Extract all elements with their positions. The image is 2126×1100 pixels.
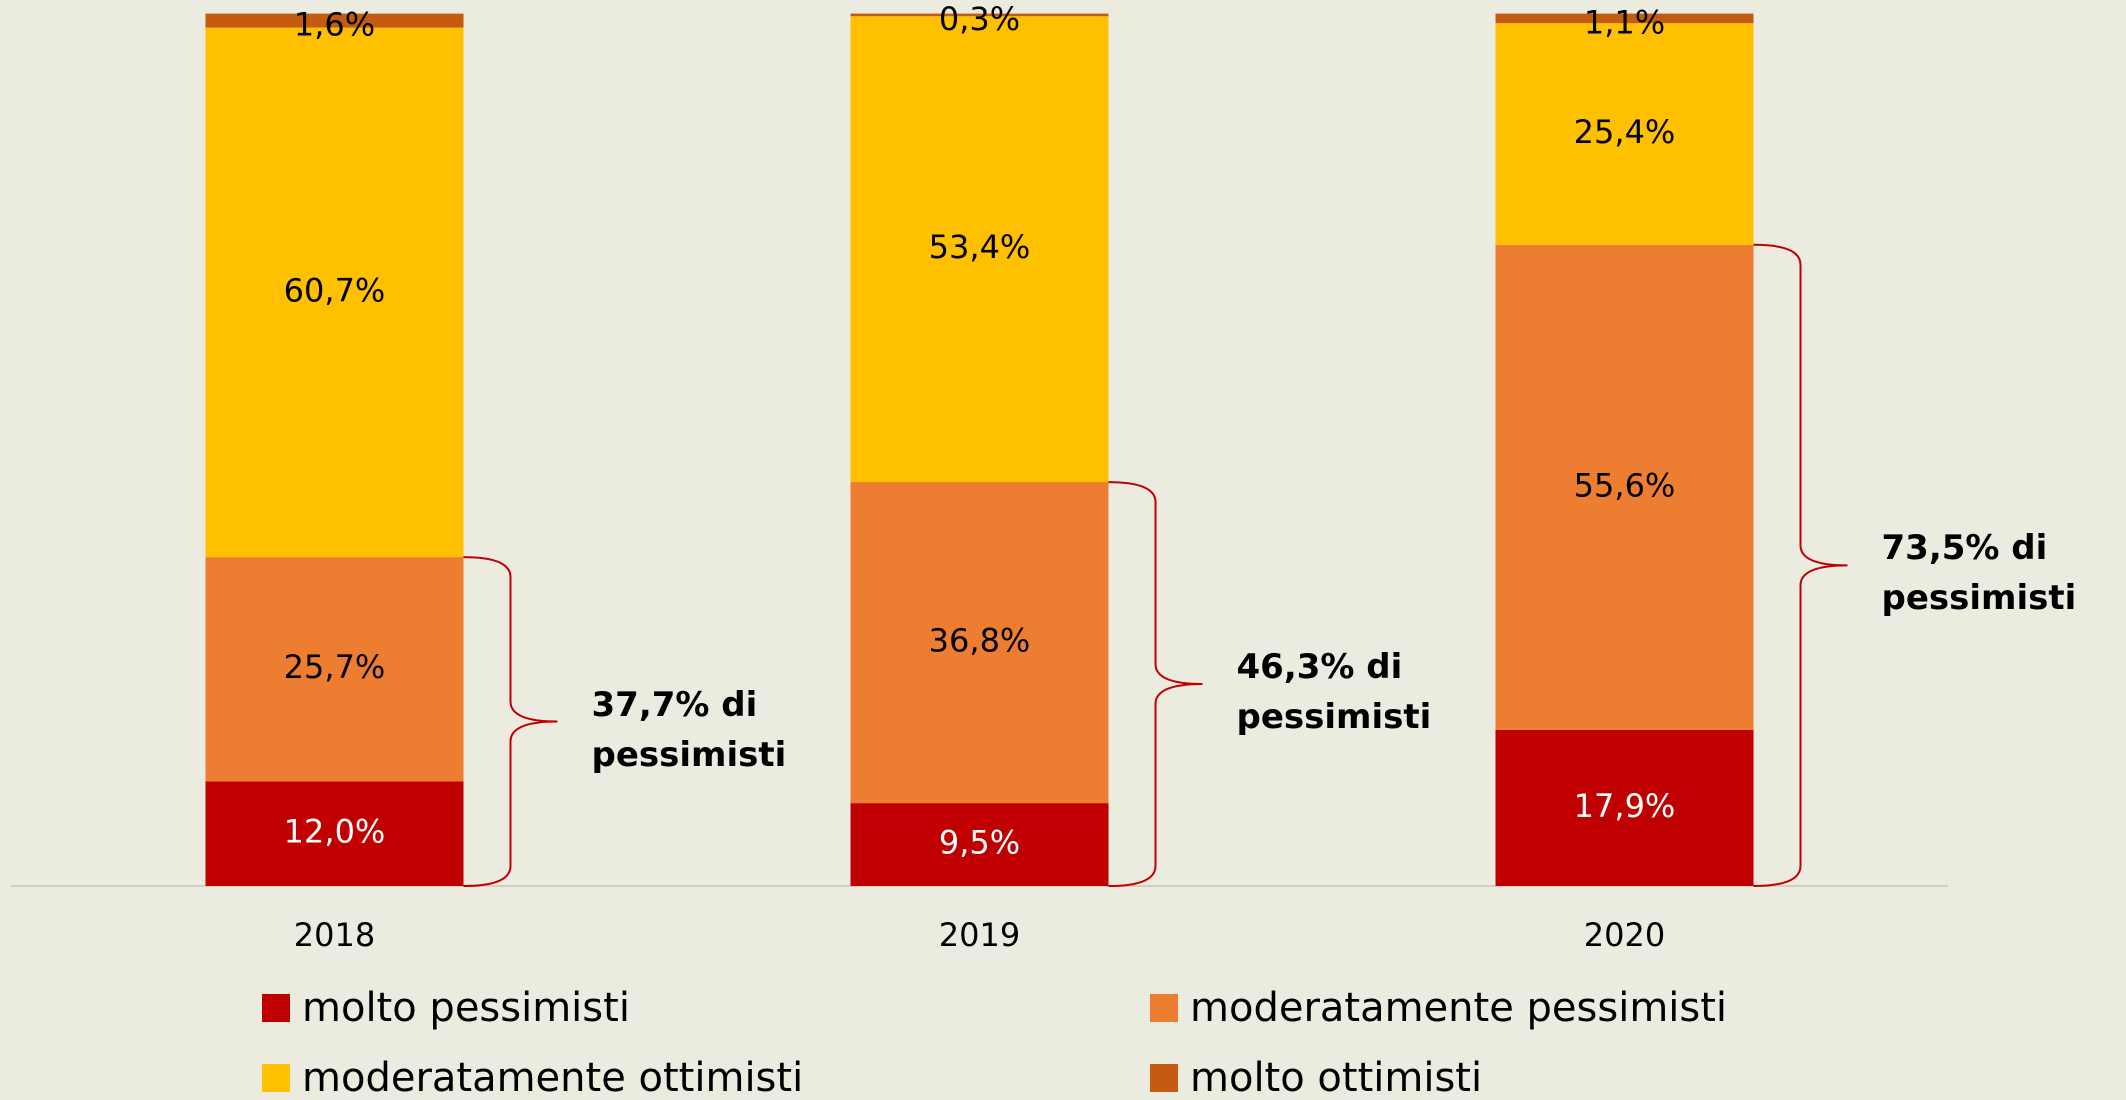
bar-segment (850, 16, 1109, 483)
value-label: 17,9% (1574, 787, 1676, 825)
value-label: 53,4% (929, 228, 1031, 266)
value-label: 12,0% (284, 813, 386, 851)
value-label: 1,1% (1584, 3, 1665, 41)
legend-label: molto ottimisti (1190, 1055, 1482, 1100)
x-tick-label: 2020 (1584, 916, 1665, 954)
annotation: 46,3% di pessimisti (1236, 647, 1432, 738)
bar-segment (850, 13, 1109, 17)
value-label: 25,7% (284, 648, 386, 686)
bracket (1108, 481, 1203, 887)
bar-segment (1495, 729, 1754, 886)
legend-swatch (262, 994, 290, 1022)
legend-swatch (1150, 994, 1178, 1022)
value-label: 60,7% (284, 271, 386, 309)
bar-segment (1495, 13, 1754, 24)
x-tick-label: 2018 (294, 916, 375, 954)
bar-segment (205, 781, 464, 886)
bar-segment (205, 557, 464, 782)
legend-label: moderatamente ottimisti (302, 1055, 803, 1100)
bar-segment (205, 27, 464, 558)
legend-swatch (1150, 1064, 1178, 1092)
value-label: 1,6% (294, 6, 375, 44)
bracket (463, 556, 558, 887)
value-label: 0,3% (939, 0, 1020, 38)
legend-label: molto pessimisti (302, 985, 630, 1031)
legend-swatch (262, 1064, 290, 1092)
x-tick-label: 2019 (939, 916, 1020, 954)
value-label: 25,4% (1574, 113, 1676, 151)
bar-segment (205, 13, 464, 28)
value-label: 9,5% (939, 824, 1020, 862)
bar-segment (850, 482, 1109, 804)
bar-segment (850, 803, 1109, 886)
legend-label: moderatamente pessimisti (1190, 985, 1727, 1031)
bracket (1753, 243, 1848, 887)
value-label: 36,8% (929, 622, 1031, 660)
value-label: 55,6% (1574, 466, 1676, 504)
annotation: 73,5% di pessimisti (1881, 528, 2077, 619)
bar-segment (1495, 23, 1754, 245)
annotation: 37,7% di pessimisti (591, 684, 787, 775)
bar-segment (1495, 244, 1754, 730)
